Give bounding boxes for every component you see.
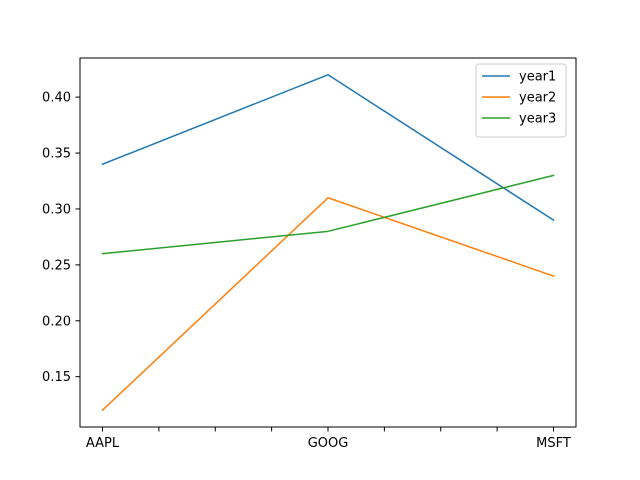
series-line-year2	[101, 197, 555, 412]
y-tick-label: 0.25	[42, 258, 71, 273]
plot-frame	[79, 57, 577, 428]
legend-label-year2: year2	[519, 91, 556, 106]
legend-label-year1: year1	[519, 70, 556, 85]
y-tick-label: 0.40	[42, 91, 71, 106]
y-tick-label: 0.30	[42, 202, 71, 217]
series-layer	[101, 74, 555, 412]
y-tick-label: 0.20	[42, 314, 71, 329]
axes: 0.15 0.20 0.25 0.30 0.35 0.40 AAPL GOOG MSFT	[42, 91, 571, 451]
x-tick-label: AAPL	[86, 436, 120, 451]
legend: year1 year2 year3	[475, 63, 567, 138]
legend-label-year3: year3	[519, 112, 556, 127]
series-line-year1	[101, 74, 555, 222]
x-tick-label: GOOG	[308, 436, 349, 451]
y-tick-label: 0.15	[42, 370, 71, 385]
y-tick-label: 0.35	[42, 147, 71, 162]
series-line-year3	[101, 174, 555, 255]
x-tick-label: MSFT	[536, 436, 571, 451]
